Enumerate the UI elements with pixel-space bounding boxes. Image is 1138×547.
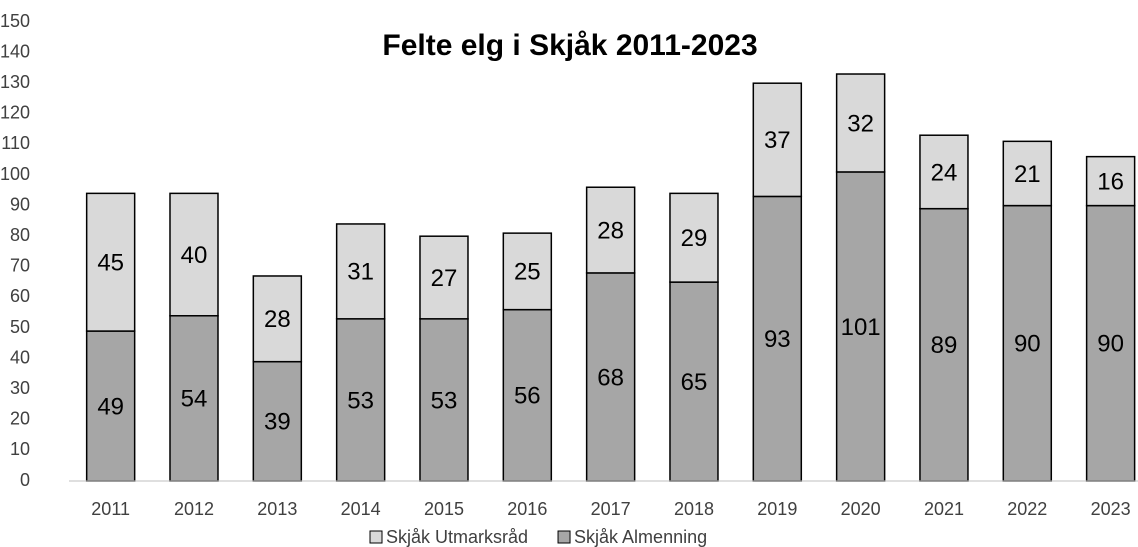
legend-label: Skjåk Almenning (574, 527, 707, 547)
data-label: 89 (931, 332, 958, 359)
bar-segment (752, 82, 803, 198)
y-tick-label: 30 (10, 378, 30, 398)
data-label: 90 (1097, 331, 1124, 358)
bar-segment (85, 192, 136, 332)
data-label: 32 (847, 110, 874, 137)
data-label: 49 (97, 393, 124, 420)
bar-segment (169, 192, 219, 317)
y-tick-label: 20 (10, 409, 30, 429)
bar-segment (85, 330, 136, 482)
data-label: 37 (764, 127, 791, 154)
x-tick-label: 2016 (507, 499, 547, 519)
bar-segment (919, 207, 969, 482)
y-tick-label: 80 (10, 225, 30, 245)
y-tick-label: 140 (0, 41, 30, 61)
y-tick-label: 130 (0, 72, 30, 92)
bar-segment (835, 171, 886, 482)
x-tick-label: 2022 (1007, 499, 1047, 519)
bar-segment (419, 235, 469, 320)
data-label: 93 (764, 326, 791, 353)
y-tick-label: 70 (10, 256, 30, 276)
data-label: 45 (97, 250, 124, 277)
x-tick-label: 2023 (1091, 499, 1131, 519)
bar-segment (502, 308, 553, 482)
data-label: 40 (181, 242, 208, 269)
data-label: 54 (181, 386, 208, 413)
x-tick-label: 2019 (757, 499, 797, 519)
y-tick-label: 0 (20, 470, 30, 490)
data-label: 90 (1014, 331, 1041, 358)
bar-segment (1002, 204, 1053, 482)
y-tick-label: 150 (0, 11, 30, 31)
data-label: 39 (264, 409, 291, 436)
x-tick-label: 2015 (424, 499, 464, 519)
bar-segment (585, 186, 636, 274)
x-tick-label: 2020 (841, 499, 881, 519)
data-label: 28 (597, 217, 624, 244)
x-tick-label: 2012 (174, 499, 214, 519)
data-label: 27 (431, 265, 458, 292)
data-label: 101 (841, 314, 881, 341)
bar-segment (669, 192, 719, 283)
data-label: 24 (931, 159, 958, 186)
bar-segment (502, 232, 553, 311)
bar-segment (252, 275, 303, 363)
y-tick-label: 10 (10, 439, 30, 459)
bar-segment (335, 223, 386, 320)
y-tick-label: 50 (10, 317, 30, 337)
data-label: 65 (681, 369, 708, 396)
data-label: 21 (1014, 161, 1041, 188)
x-tick-label: 2013 (257, 499, 297, 519)
y-tick-label: 110 (1, 133, 30, 153)
x-tick-label: 2011 (91, 499, 130, 519)
data-label: 68 (597, 364, 624, 391)
bar-segment (919, 134, 969, 210)
data-label: 31 (347, 259, 374, 286)
x-tick-label: 2017 (591, 499, 631, 519)
chart-title: Felte elg i Skjåk 2011-2023 (382, 29, 757, 62)
data-label: 16 (1097, 168, 1124, 195)
data-label: 53 (431, 387, 458, 414)
x-tick-label: 2014 (341, 499, 381, 519)
legend-swatch (557, 530, 571, 544)
x-tick-label: 2018 (674, 499, 714, 519)
data-label: 29 (681, 225, 708, 252)
data-label: 25 (514, 259, 541, 286)
bar-segment (1085, 155, 1136, 207)
data-label: 28 (264, 306, 291, 333)
y-tick-label: 40 (10, 347, 30, 367)
y-tick-label: 90 (10, 194, 30, 214)
bar-segment (1002, 140, 1053, 207)
legend-label: Skjåk Utmarksråd (386, 527, 528, 547)
bar-segment (835, 73, 886, 173)
data-label: 53 (347, 387, 374, 414)
bar-segment (1085, 204, 1136, 482)
y-tick-label: 60 (10, 286, 30, 306)
x-tick-label: 2021 (924, 499, 964, 519)
y-tick-label: 120 (0, 103, 30, 123)
y-tick-label: 100 (0, 164, 30, 184)
data-label: 56 (514, 383, 541, 410)
bar-segment (752, 195, 803, 482)
legend-swatch (369, 530, 383, 544)
